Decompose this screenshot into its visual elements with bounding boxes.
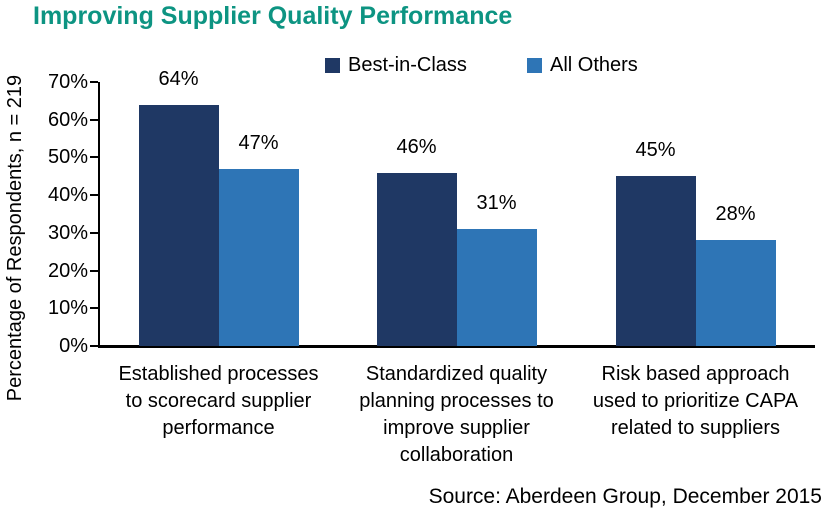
- category-label-line: Standardized quality: [365, 363, 548, 385]
- category-label-line: to scorecard supplier: [125, 390, 312, 412]
- y-tick-mark: [90, 156, 98, 159]
- legend-swatch-icon: [527, 58, 542, 73]
- y-tick-mark: [90, 81, 98, 83]
- category-label-line: Established processes: [118, 363, 319, 385]
- value-label: 28%: [715, 203, 756, 226]
- y-tick-label: 60%: [47, 108, 88, 131]
- category-label-line: related to suppliers: [611, 417, 780, 439]
- bar-best-in-class-0: [138, 104, 219, 346]
- y-tick-mark: [90, 269, 98, 272]
- x-axis-line: [98, 345, 815, 348]
- category-label-line: performance: [162, 417, 275, 439]
- legend-label: All Others: [550, 54, 638, 76]
- bar-best-in-class-1: [376, 172, 457, 346]
- y-tick-label: 70%: [47, 71, 88, 93]
- value-label: 46%: [396, 135, 437, 158]
- y-tick-mark: [90, 231, 98, 234]
- category-label-1: Standardized quality planning processes t…: [337, 361, 577, 469]
- bar-best-in-class-2: [615, 176, 696, 346]
- chart-title: Improving Supplier Quality Performance: [33, 2, 513, 30]
- legend-item-best-in-class: Best-in-Class: [325, 54, 467, 77]
- y-tick-label: 0%: [59, 335, 88, 357]
- bar-all-others-0: [218, 168, 299, 346]
- category-label-line: Risk based approach: [601, 363, 790, 385]
- legend-item-all-others: All Others: [527, 54, 638, 77]
- y-tick-mark: [90, 194, 98, 197]
- value-label: 47%: [238, 131, 279, 154]
- y-tick-label: 40%: [47, 184, 88, 207]
- bar-all-others-2: [695, 240, 776, 346]
- category-label-line: used to prioritize CAPA: [592, 390, 799, 412]
- category-label-2: Risk based approach used to prioritize CA…: [576, 361, 816, 442]
- value-label: 45%: [635, 139, 676, 162]
- legend-swatch-icon: [325, 58, 340, 73]
- y-tick-mark: [90, 345, 98, 347]
- source-note: Source: Aberdeen Group, December 2015: [428, 485, 822, 508]
- category-label-line: planning processes to: [359, 390, 554, 412]
- category-label-0: Established processes to scorecard suppli…: [99, 361, 339, 442]
- y-tick-label: 10%: [47, 297, 88, 320]
- y-tick-label: 50%: [47, 146, 88, 169]
- y-tick-mark: [90, 307, 98, 310]
- y-tick-mark: [90, 118, 98, 121]
- value-label: 64%: [158, 67, 199, 90]
- y-tick-label: 20%: [47, 259, 88, 282]
- bar-all-others-1: [456, 229, 537, 346]
- legend-label: Best-in-Class: [348, 54, 467, 76]
- category-label-line: collaboration: [399, 444, 514, 466]
- category-label-line: improve supplier: [383, 417, 530, 439]
- y-axis-line: [98, 82, 100, 346]
- y-tick-label: 30%: [47, 221, 88, 244]
- value-label: 31%: [476, 192, 517, 215]
